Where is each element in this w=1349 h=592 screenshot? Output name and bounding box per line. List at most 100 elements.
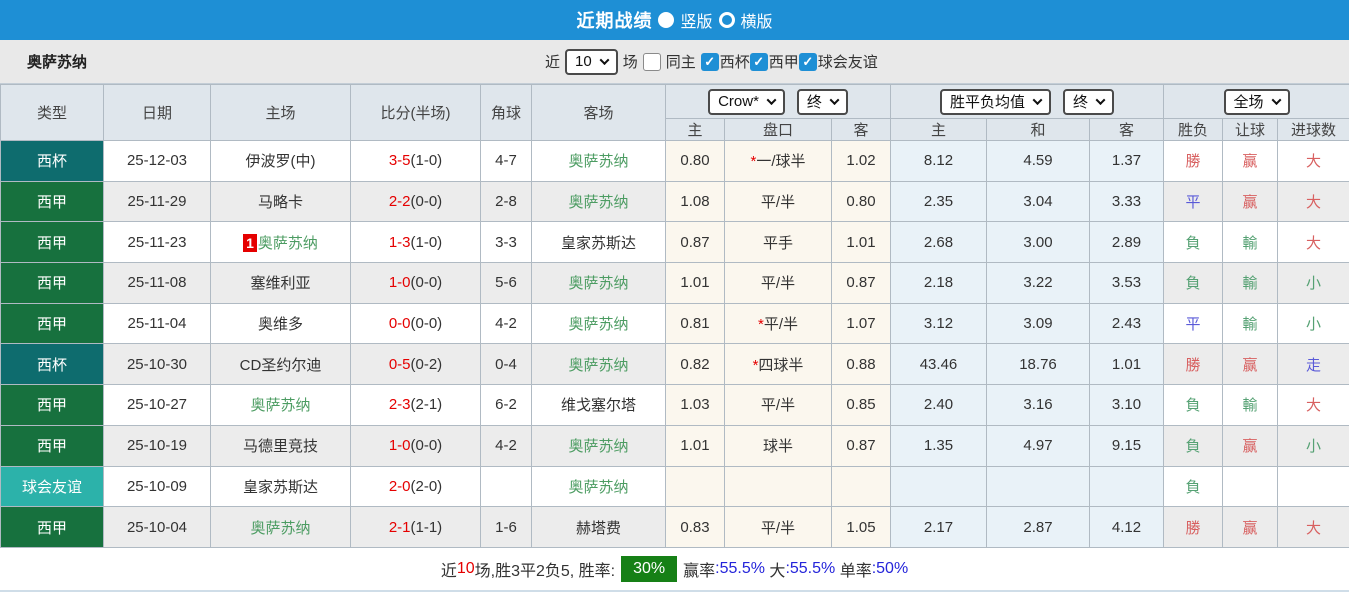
team-name-text: 维戈塞尔塔 <box>561 397 636 414</box>
corner-cell: 5-6 <box>481 263 532 304</box>
goals-result-cell: 小 <box>1278 303 1349 344</box>
summary-text: :55.5% <box>715 560 765 578</box>
team-name-text: 皇家苏斯达 <box>243 479 318 496</box>
score-cell: 1-0(0-0) <box>351 425 481 466</box>
score-text: 3-5 <box>389 152 411 169</box>
odds-away-cell: 0.85 <box>832 385 891 426</box>
result-cell: 負 <box>1164 425 1223 466</box>
chevron-down-icon <box>766 95 776 105</box>
recent-count-select[interactable]: 10 <box>565 49 618 75</box>
goals-result-cell: 走 <box>1278 344 1349 385</box>
goals-result-cell: 大 <box>1278 141 1349 182</box>
summary-text: :50% <box>872 560 908 578</box>
radio-horizontal[interactable]: 横版 <box>719 8 773 32</box>
date-cell: 25-10-30 <box>104 344 211 385</box>
odds-away-cell: 0.80 <box>832 181 891 222</box>
odds-home-cell: 1.03 <box>666 385 725 426</box>
radio-selected-icon[interactable] <box>658 12 674 28</box>
avg-select[interactable]: 胜平负均值 <box>940 89 1051 115</box>
type-cell: 西杯 <box>1 344 104 385</box>
results-table: 类型 日期 主场 比分(半场) 角球 客场 Crow* 终 <box>0 84 1349 548</box>
handicap-cell: 平/半 <box>725 263 832 304</box>
result-cell: 勝 <box>1164 141 1223 182</box>
radio-vertical-label: 竖版 <box>680 8 712 32</box>
date-cell: 25-11-23 <box>104 222 211 263</box>
score-cell: 3-5(1-0) <box>351 141 481 182</box>
result-cell: 負 <box>1164 466 1223 507</box>
competition-label: 西甲 <box>769 51 799 72</box>
radio-unselected-icon[interactable] <box>719 12 735 28</box>
col-header-corner: 角球 <box>481 85 532 141</box>
odds-home-cell: 0.87 <box>666 222 725 263</box>
half-score-text: (0-0) <box>411 274 443 291</box>
avg-win-cell: 2.40 <box>891 385 987 426</box>
sub-header-avg-loss: 客 <box>1090 119 1164 141</box>
competition-checkbox[interactable] <box>701 53 719 71</box>
avg-win-cell: 43.46 <box>891 344 987 385</box>
col-header-date: 日期 <box>104 85 211 141</box>
avg-odds-group: 胜平负均值 终 <box>891 85 1164 119</box>
col-header-away: 客场 <box>532 85 666 141</box>
avg-loss-cell: 2.43 <box>1090 303 1164 344</box>
date-cell: 25-10-19 <box>104 425 211 466</box>
filters: 近 10 场 同主 西杯西甲球会友谊 <box>545 40 878 83</box>
odds-home-cell: 1.01 <box>666 263 725 304</box>
avg-draw-cell: 3.22 <box>987 263 1090 304</box>
crow-select[interactable]: Crow* <box>708 89 785 115</box>
avg-draw-cell: 2.87 <box>987 507 1090 548</box>
handicap-result-cell: 赢 <box>1223 344 1278 385</box>
topbar: 近期战绩 竖版 横版 <box>0 0 1349 40</box>
avg-loss-cell <box>1090 466 1164 507</box>
col-header-home: 主场 <box>211 85 351 141</box>
score-cell: 1-0(0-0) <box>351 263 481 304</box>
avg-win-cell: 8.12 <box>891 141 987 182</box>
odds-away-cell <box>832 466 891 507</box>
away-team-cell: 维戈塞尔塔 <box>532 385 666 426</box>
handicap-cell: 平/半 <box>725 507 832 548</box>
corner-cell: 1-6 <box>481 507 532 548</box>
result-cell: 負 <box>1164 222 1223 263</box>
avg-loss-cell: 1.01 <box>1090 344 1164 385</box>
avg-win-cell: 2.68 <box>891 222 987 263</box>
radio-vertical[interactable]: 竖版 <box>658 8 712 32</box>
corner-cell: 4-2 <box>481 425 532 466</box>
scope-select[interactable]: 全场 <box>1224 89 1290 115</box>
summary-text: 大 <box>765 557 785 581</box>
avg-win-cell: 2.35 <box>891 181 987 222</box>
score-text: 1-0 <box>389 437 411 454</box>
handicap-result-cell: 輸 <box>1223 303 1278 344</box>
sub-header-avg-draw: 和 <box>987 119 1090 141</box>
goals-result-cell: 大 <box>1278 222 1349 263</box>
crow-final-select[interactable]: 终 <box>797 89 848 115</box>
away-team-cell: 奥萨苏纳 <box>532 141 666 182</box>
type-cell: 西甲 <box>1 385 104 426</box>
handicap-result-cell: 輸 <box>1223 385 1278 426</box>
avg-draw-cell: 18.76 <box>987 344 1090 385</box>
team-name-text: 马略卡 <box>258 194 303 211</box>
score-cell: 0-5(0-2) <box>351 344 481 385</box>
half-score-text: (0-0) <box>411 193 443 210</box>
result-cell: 負 <box>1164 263 1223 304</box>
games-label: 场 <box>623 51 638 72</box>
corner-cell <box>481 466 532 507</box>
home-team-cell: 奥萨苏纳 <box>211 385 351 426</box>
home-team-cell: CD圣约尔迪 <box>211 344 351 385</box>
competition-filter-2: 球会友谊 <box>799 51 878 72</box>
avg-final-select[interactable]: 终 <box>1063 89 1114 115</box>
odds-home-cell: 1.01 <box>666 425 725 466</box>
half-score-text: (1-1) <box>411 519 443 536</box>
competition-checkbox[interactable] <box>799 53 817 71</box>
handicap-cell: *四球半 <box>725 344 832 385</box>
odds-away-cell: 0.87 <box>832 263 891 304</box>
competition-checkbox[interactable] <box>750 53 768 71</box>
type-cell: 西甲 <box>1 507 104 548</box>
avg-draw-cell: 3.00 <box>987 222 1090 263</box>
team-name-text: 伊波罗(中) <box>246 153 316 170</box>
handicap-result-cell: 赢 <box>1223 425 1278 466</box>
same-home-checkbox[interactable] <box>643 53 661 71</box>
score-cell: 2-3(2-1) <box>351 385 481 426</box>
result-cell: 平 <box>1164 303 1223 344</box>
col-header-type: 类型 <box>1 85 104 141</box>
